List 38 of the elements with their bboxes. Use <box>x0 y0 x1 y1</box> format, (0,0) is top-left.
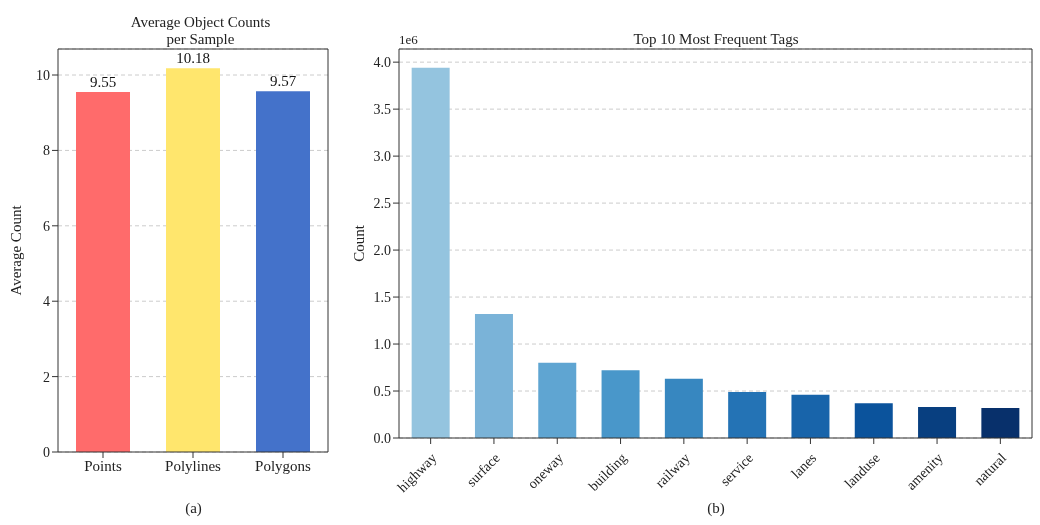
y-tick-label: 1.5 <box>373 290 391 306</box>
data-label: 9.57 <box>269 73 297 90</box>
y-tick-label: 2.0 <box>373 243 391 259</box>
y-axis-title: Average Count <box>8 204 25 296</box>
bar <box>791 394 830 438</box>
bar <box>601 370 640 438</box>
y-tick-label: 2.5 <box>373 196 391 212</box>
bar <box>918 406 957 438</box>
bar <box>728 391 767 438</box>
y-tick-label: 10 <box>36 67 50 83</box>
y-tick-label: 0.0 <box>373 430 391 446</box>
bar <box>538 362 577 438</box>
y-tick-label: 3.5 <box>373 102 391 118</box>
y-axis-title: Count <box>351 224 368 262</box>
chart-title: Top 10 Most Frequent Tags <box>633 31 799 48</box>
y-tick-label: 6 <box>43 218 50 234</box>
x-tick-label: Polylines <box>165 457 222 474</box>
y-tick-label: 0 <box>43 444 50 460</box>
text: 1e6 <box>399 32 418 48</box>
y-tick-label: 8 <box>43 143 50 159</box>
bar <box>664 378 703 438</box>
x-axis-title: (b) <box>706 500 726 517</box>
bar <box>474 313 513 438</box>
y-tick-label: 2 <box>43 369 50 385</box>
data-label: 10.18 <box>176 50 210 67</box>
x-tick-label: Polygons <box>255 457 312 474</box>
y-tick-label: 3.0 <box>373 149 391 165</box>
bar <box>854 403 893 438</box>
data-label: 9.55 <box>89 73 117 90</box>
x-axis-title: (a) <box>184 500 203 517</box>
bar <box>411 67 450 438</box>
y-tick-label: 4 <box>43 294 50 310</box>
y-tick-label: 1.0 <box>373 337 391 353</box>
y-tick-label: 4.0 <box>373 55 391 71</box>
chart-title: Average Object Counts per Sample <box>130 14 271 48</box>
bar <box>981 407 1020 438</box>
x-tick-label: Points <box>84 457 122 474</box>
y-tick-label: 0.5 <box>373 383 391 399</box>
